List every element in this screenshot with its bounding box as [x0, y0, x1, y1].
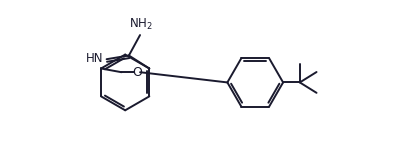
Text: O: O — [132, 66, 142, 79]
Text: HN: HN — [86, 52, 104, 65]
Text: NH$_2$: NH$_2$ — [129, 17, 153, 32]
